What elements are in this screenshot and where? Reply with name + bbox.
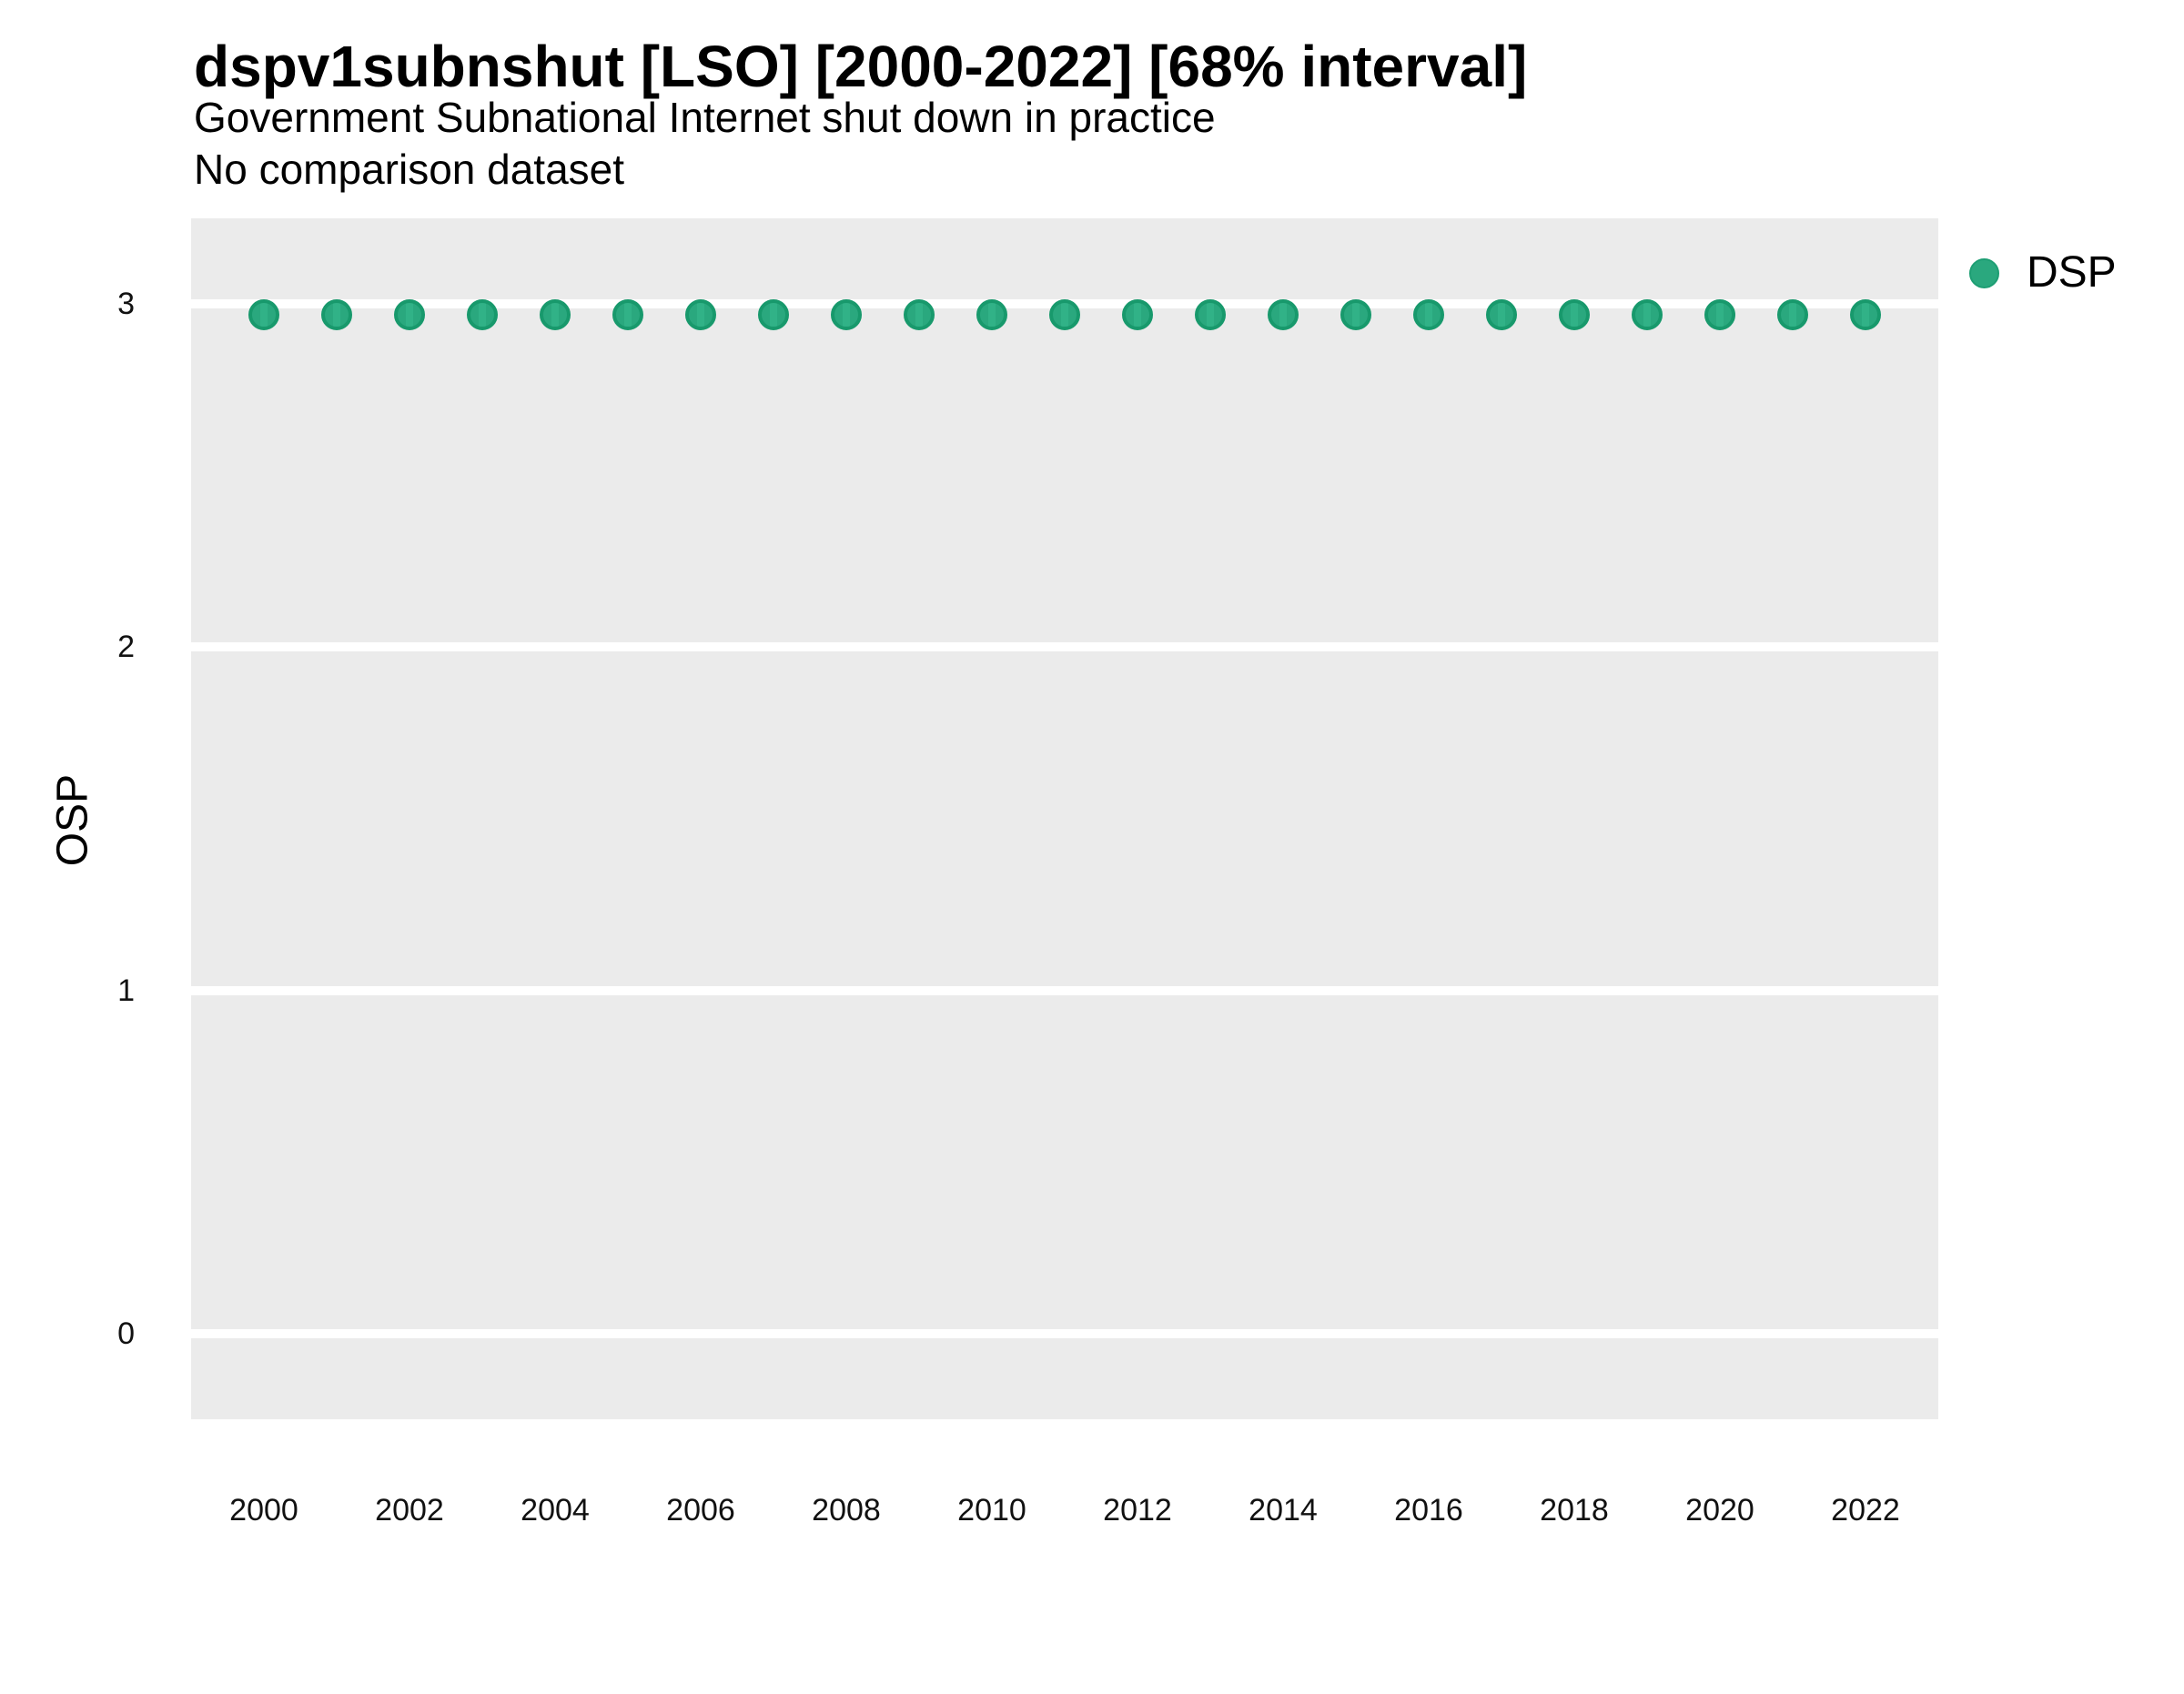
x-tick-label-2004: 2004	[521, 1493, 590, 1528]
chart-page: { "header": { "title": "dspv1subnshut [L…	[48, 34, 2184, 1528]
x-tick-label-2016: 2016	[1394, 1493, 1463, 1528]
plot-panel	[191, 218, 1938, 1419]
data-point-dsp-2008	[831, 298, 862, 330]
legend-point-swatch	[1969, 257, 1999, 288]
x-tick-label-2018: 2018	[1540, 1493, 1609, 1528]
x-tick-label-2022: 2022	[1831, 1493, 1900, 1528]
data-point-dsp-2014	[1268, 298, 1299, 330]
x-tick-label-2006: 2006	[666, 1493, 735, 1528]
data-point-dsp-2004	[540, 298, 571, 330]
x-tick-label-2000: 2000	[229, 1493, 298, 1528]
legend-series-label: DSP	[2027, 248, 2117, 297]
data-point-dsp-2013	[1195, 298, 1226, 330]
data-point-dsp-2009	[904, 298, 935, 330]
chart-subtitle: Government Subnational Internet shut dow…	[194, 94, 1216, 141]
gridline-y-2	[191, 642, 1938, 652]
y-tick-label-0: 0	[117, 1316, 135, 1351]
data-point-dsp-2010	[976, 298, 1007, 330]
x-tick-label-2014: 2014	[1249, 1493, 1318, 1528]
data-point-dsp-2019	[1632, 298, 1663, 330]
legend: DSP	[1969, 242, 2184, 304]
x-tick-label-2002: 2002	[375, 1493, 444, 1528]
y-tick-label-3: 3	[117, 287, 135, 322]
data-point-dsp-2000	[248, 298, 279, 330]
data-point-dsp-2021	[1777, 298, 1808, 330]
data-point-dsp-2015	[1340, 298, 1371, 330]
data-point-dsp-2017	[1486, 298, 1517, 330]
data-point-dsp-2002	[394, 298, 425, 330]
chart-title: dspv1subnshut [LSO] [2000-2022] [68% int…	[194, 34, 1528, 99]
x-tick-label-2020: 2020	[1685, 1493, 1754, 1528]
data-point-dsp-2005	[612, 298, 643, 330]
data-point-dsp-2001	[321, 298, 352, 330]
data-point-dsp-2006	[685, 298, 716, 330]
x-tick-label-2008: 2008	[812, 1493, 881, 1528]
data-point-dsp-2012	[1122, 298, 1153, 330]
y-axis-label: OSP	[48, 773, 97, 867]
gridline-y-0	[191, 1328, 1938, 1338]
data-point-dsp-2018	[1559, 298, 1590, 330]
data-point-dsp-2011	[1049, 298, 1080, 330]
data-point-dsp-2016	[1413, 298, 1444, 330]
y-tick-label-1: 1	[117, 973, 135, 1008]
data-point-dsp-2022	[1850, 298, 1881, 330]
gridline-y-1	[191, 985, 1938, 995]
data-point-dsp-2020	[1704, 298, 1735, 330]
chart-subtitle-comparison: No comparison dataset	[194, 146, 625, 193]
x-tick-label-2010: 2010	[957, 1493, 1026, 1528]
x-tick-label-2012: 2012	[1103, 1493, 1172, 1528]
data-point-dsp-2003	[467, 298, 498, 330]
y-tick-label-2: 2	[117, 630, 135, 665]
data-point-dsp-2007	[758, 298, 789, 330]
